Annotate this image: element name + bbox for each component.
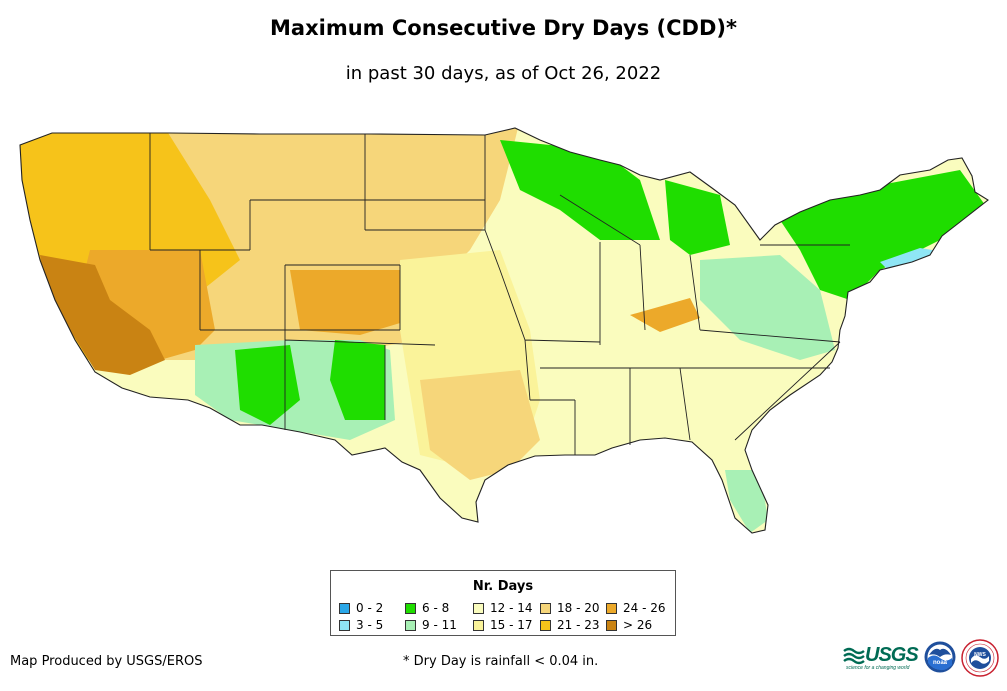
legend-swatch [540,619,551,631]
cdd-zone-mid-atlantic [700,255,835,360]
noaa-wordmark: noaa [933,660,948,666]
legend-swatch [606,602,617,614]
legend-swatch [606,619,617,631]
usgs-logo: USGS science for a changing world [843,644,919,672]
legend-label: 0 - 2 [356,601,384,615]
legend-swatch [339,602,350,614]
legend-item: 15 - 17 [473,618,533,632]
cdd-zone-florida [725,470,768,533]
legend-item: 18 - 20 [540,601,600,615]
cdd-zone-colorado-dry [290,270,410,335]
legend-label: 9 - 11 [422,618,457,632]
cdd-zone-new-mexico-green [235,340,385,425]
usgs-tagline: science for a changing world [846,665,910,671]
cdd-zone-great-basin [80,250,215,360]
legend: Nr. Days 0 - 2 3 - 5 6 - 8 9 - 11 12 - 1… [330,570,676,636]
legend-swatch [339,619,350,631]
cdd-zone-california-interior [40,255,165,375]
legend-item: 9 - 11 [405,618,457,632]
state-boundaries [149,133,850,455]
noaa-logo: noaa [924,641,956,673]
legend-swatch [473,602,484,614]
nws-wordmark: NWS [974,652,986,658]
nws-logo: NWS [961,639,999,677]
cdd-zone-kentucky-dry [630,298,700,332]
legend-swatch [405,619,416,631]
legend-label: 6 - 8 [422,601,450,615]
usgs-wave-icon [843,647,865,665]
cdd-zone-michigan-green [665,180,730,255]
legend-item: 0 - 2 [339,601,383,615]
legend-swatch [473,619,484,631]
usgs-wordmark: USGS [865,644,919,666]
legend-label: > 26 [623,618,653,632]
map-title: Maximum Consecutive Dry Days (CDD)* [270,16,737,40]
legend-swatch [540,602,551,614]
legend-item: > 26 [606,618,652,632]
legend-label: 24 - 26 [623,601,666,615]
legend-title: Nr. Days [472,579,534,594]
legend-label: 21 - 23 [557,618,600,632]
legend-label: 15 - 17 [490,618,533,632]
legend-item: 24 - 26 [606,601,666,615]
dry-day-footnote: * Dry Day is rainfall < 0.04 in. [403,654,599,669]
cdd-zone-texas [420,370,540,480]
map-subtitle: in past 30 days, as of Oct 26, 2022 [345,63,662,84]
legend-label: 18 - 20 [557,601,600,615]
cdd-raster [20,128,988,533]
boundary-lines [149,133,850,455]
producer-credit: Map Produced by USGS/EROS [10,654,203,669]
legend-label: 12 - 14 [490,601,533,615]
legend-item: 21 - 23 [540,618,600,632]
legend-item: 12 - 14 [473,601,533,615]
legend-label: 3 - 5 [356,618,384,632]
legend-swatch [405,602,416,614]
legend-item: 3 - 5 [339,618,383,632]
legend-item: 6 - 8 [405,601,449,615]
